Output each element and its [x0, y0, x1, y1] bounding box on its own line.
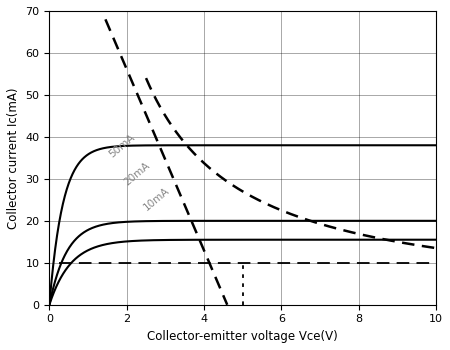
Text: 50mA: 50mA [107, 133, 136, 160]
Text: 20mA: 20mA [122, 160, 152, 187]
Y-axis label: Collector current Ic(mA): Collector current Ic(mA) [7, 87, 20, 229]
Text: 10mA: 10mA [142, 185, 171, 212]
X-axis label: Collector-emitter voltage Vce(V): Collector-emitter voltage Vce(V) [147, 330, 338, 343]
